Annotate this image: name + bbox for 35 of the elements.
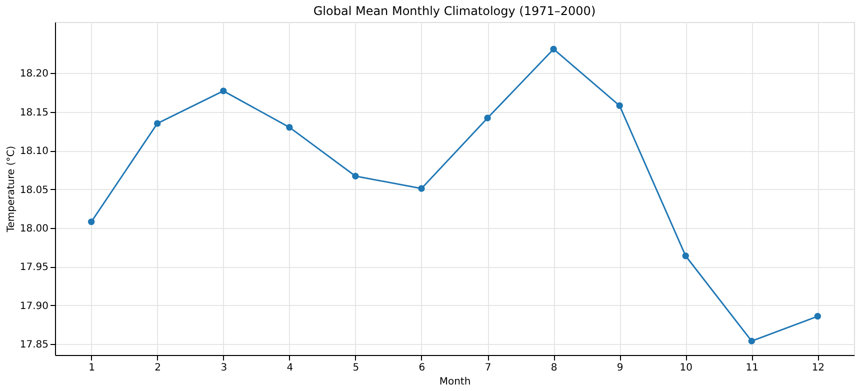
point [286, 124, 293, 131]
point [550, 46, 557, 52]
y-tick-label: 18.20 [20, 68, 48, 80]
x-tick-label: 11 [746, 362, 759, 374]
point [418, 185, 425, 192]
point [484, 114, 491, 122]
x-tick-label: 4 [286, 362, 294, 374]
y-tick-label: 17.85 [20, 340, 48, 351]
y-tick-label: 17.90 [20, 300, 48, 312]
x-axis-title: Month [439, 376, 471, 388]
y-tick-label: 18.15 [20, 107, 48, 118]
y-tick-label: 17.95 [20, 262, 48, 274]
point [154, 120, 161, 127]
y-axis-title: Temperature (°C) [6, 146, 17, 234]
x-tick-label: 7 [484, 362, 492, 374]
x-tick-label: 12 [812, 362, 825, 374]
x-tick-label: 2 [154, 362, 162, 374]
x-tick-label: 6 [418, 362, 426, 374]
point [748, 338, 756, 344]
point [682, 252, 689, 260]
x-tick-label: 9 [616, 362, 624, 374]
y-tick-label: 18.00 [20, 223, 48, 234]
x-tick-label: 5 [352, 362, 360, 374]
point [352, 172, 359, 180]
point [616, 102, 623, 109]
point [220, 88, 227, 94]
x-tick-label: 10 [680, 362, 692, 374]
x-tick-label: 1 [88, 362, 96, 374]
point [88, 218, 95, 226]
y-tick-label: 18.05 [20, 184, 48, 196]
x-tick-label: 8 [550, 362, 558, 374]
y-tick-label: 18.10 [20, 146, 48, 158]
chart-title: Global Mean Monthly Climatology (1971–2000) [313, 4, 596, 18]
x-tick-label: 3 [220, 362, 228, 374]
point [814, 312, 822, 320]
